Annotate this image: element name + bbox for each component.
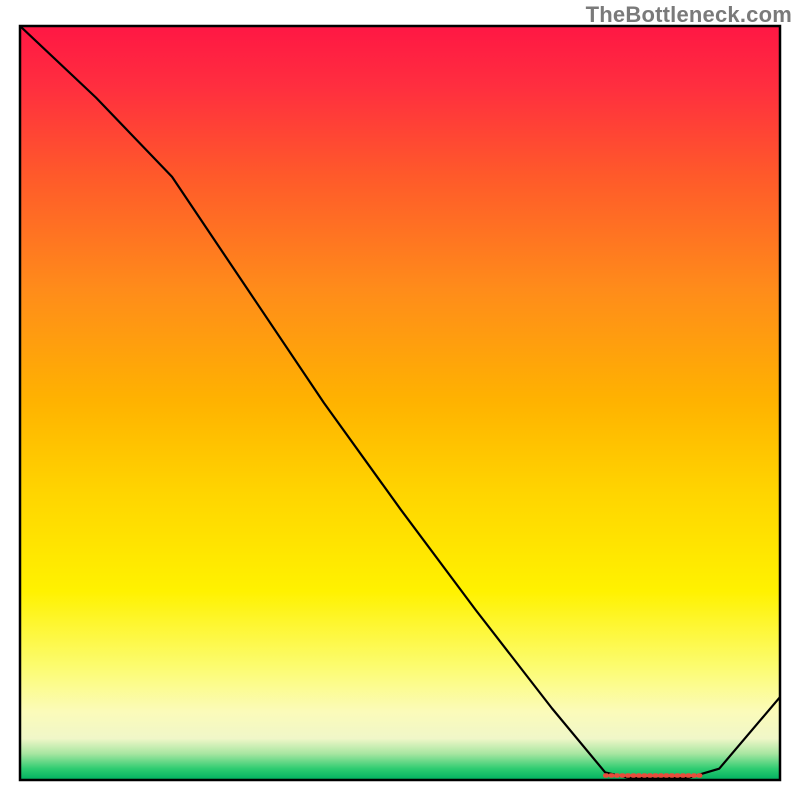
chart-container: TheBottleneck.com [0, 0, 800, 800]
watermark-text: TheBottleneck.com [586, 2, 792, 28]
bottleneck-chart [0, 0, 800, 800]
chart-background [20, 26, 780, 780]
